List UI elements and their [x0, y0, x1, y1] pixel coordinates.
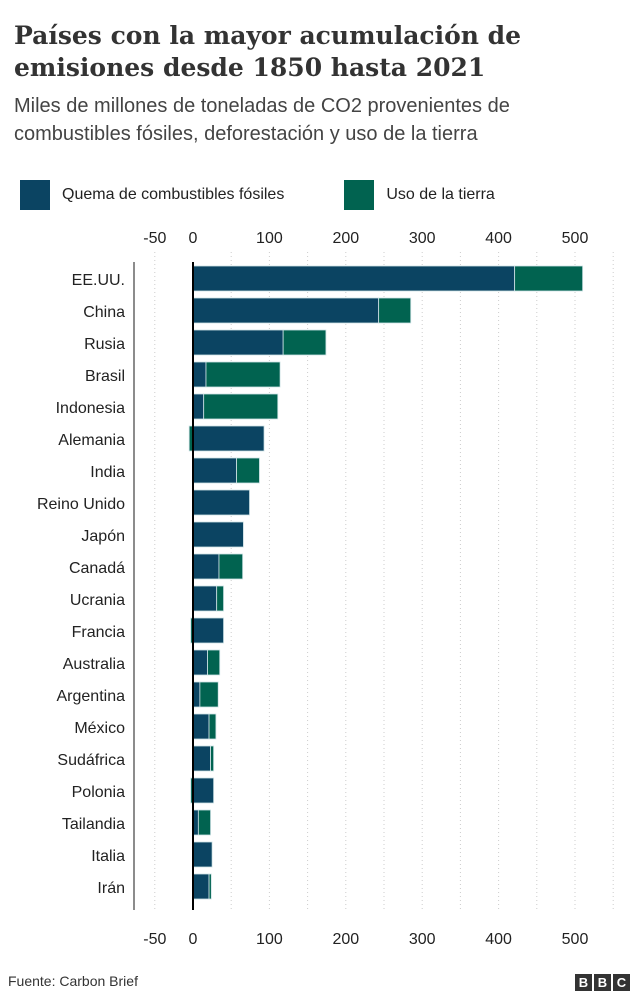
category-label: Japón	[81, 528, 125, 545]
x-tick-label: 200	[332, 230, 359, 247]
bar-fossil	[192, 329, 284, 356]
bar-fossil	[192, 681, 201, 708]
bar-land	[205, 361, 281, 388]
category-label: Reino Unido	[37, 496, 125, 513]
category-label: China	[83, 304, 125, 321]
bar-land	[218, 553, 244, 580]
bar-fossil	[192, 361, 207, 388]
bar-fossil	[192, 713, 210, 740]
legend-swatch-fossil	[20, 180, 50, 210]
bar-fossil	[192, 425, 265, 452]
category-label: EE.UU.	[72, 272, 125, 289]
bar-fossil	[192, 553, 220, 580]
legend-swatch-land	[344, 180, 375, 210]
bar-land	[199, 681, 219, 708]
x-tick-label: -50	[143, 931, 166, 948]
chart-title: Países con la mayor acumulación de emisi…	[14, 21, 522, 82]
x-tick-label: 300	[409, 931, 436, 948]
bar-fossil	[192, 489, 250, 516]
bar-fossil	[192, 745, 211, 772]
category-label: Ucrania	[70, 592, 125, 609]
legend: Quema de combustibles fósiles Uso de la …	[20, 180, 555, 210]
x-tick-label: 500	[562, 931, 589, 948]
legend-item-land: Uso de la tierra	[344, 180, 495, 210]
category-label: Tailandia	[62, 816, 125, 833]
x-tick-label: 500	[562, 230, 589, 247]
category-label: Indonesia	[56, 400, 125, 417]
category-label: Polonia	[72, 784, 125, 801]
x-tick-label: 100	[256, 230, 283, 247]
x-tick-label: 100	[256, 931, 283, 948]
bar-fossil	[192, 521, 244, 548]
x-tick-label: 0	[189, 931, 198, 948]
category-label: Sudáfrica	[57, 752, 125, 769]
chart-subtitle: Miles de millones de toneladas de CO2 pr…	[14, 95, 510, 145]
bar-land	[203, 393, 279, 420]
bar-land	[378, 297, 412, 324]
x-tick-label: 200	[332, 931, 359, 948]
category-label: India	[90, 464, 125, 481]
bar-fossil	[192, 265, 516, 292]
bar-fossil	[192, 585, 218, 612]
bar-land	[197, 809, 211, 836]
x-tick-label: 400	[485, 230, 512, 247]
category-label: Australia	[63, 656, 125, 673]
bar-fossil	[192, 873, 210, 900]
legend-item-fossil: Quema de combustibles fósiles	[20, 180, 284, 210]
bar-land	[216, 585, 224, 612]
category-label: Alemania	[58, 432, 125, 449]
category-label: Francia	[72, 624, 125, 641]
category-label: Italia	[91, 848, 125, 865]
category-label: Argentina	[57, 688, 126, 705]
bar-land	[208, 713, 217, 740]
bar-land	[210, 745, 215, 772]
bar-fossil	[192, 649, 208, 676]
x-tick-label: 400	[485, 931, 512, 948]
bar-fossil	[192, 617, 224, 644]
bar-land	[208, 873, 212, 900]
category-label: Irán	[97, 880, 125, 897]
legend-label-land: Uso de la tierra	[386, 186, 495, 203]
bar-land	[207, 649, 221, 676]
bar-fossil	[192, 297, 380, 324]
category-label: México	[74, 720, 125, 737]
category-label: Canadá	[69, 560, 125, 577]
bar-fossil	[192, 393, 205, 420]
bar-fossil	[192, 841, 213, 868]
x-tick-label: -50	[143, 230, 166, 247]
category-label: Brasil	[85, 368, 125, 385]
legend-label-fossil: Quema de combustibles fósiles	[62, 186, 285, 203]
x-tick-label: 300	[409, 230, 436, 247]
bar-chart: -50 -50 0 0 100 100 200 200 300 300 400 400 500 500 EE…	[37, 230, 614, 948]
bar-land	[236, 457, 260, 484]
source-note: Fuente: Carbon Brief	[8, 973, 138, 989]
x-tick-label: 0	[189, 230, 198, 247]
bar-fossil	[192, 777, 215, 804]
bar-land	[282, 329, 327, 356]
category-label: Rusia	[84, 336, 125, 353]
bar-fossil	[192, 457, 237, 484]
bar-land	[514, 265, 584, 292]
